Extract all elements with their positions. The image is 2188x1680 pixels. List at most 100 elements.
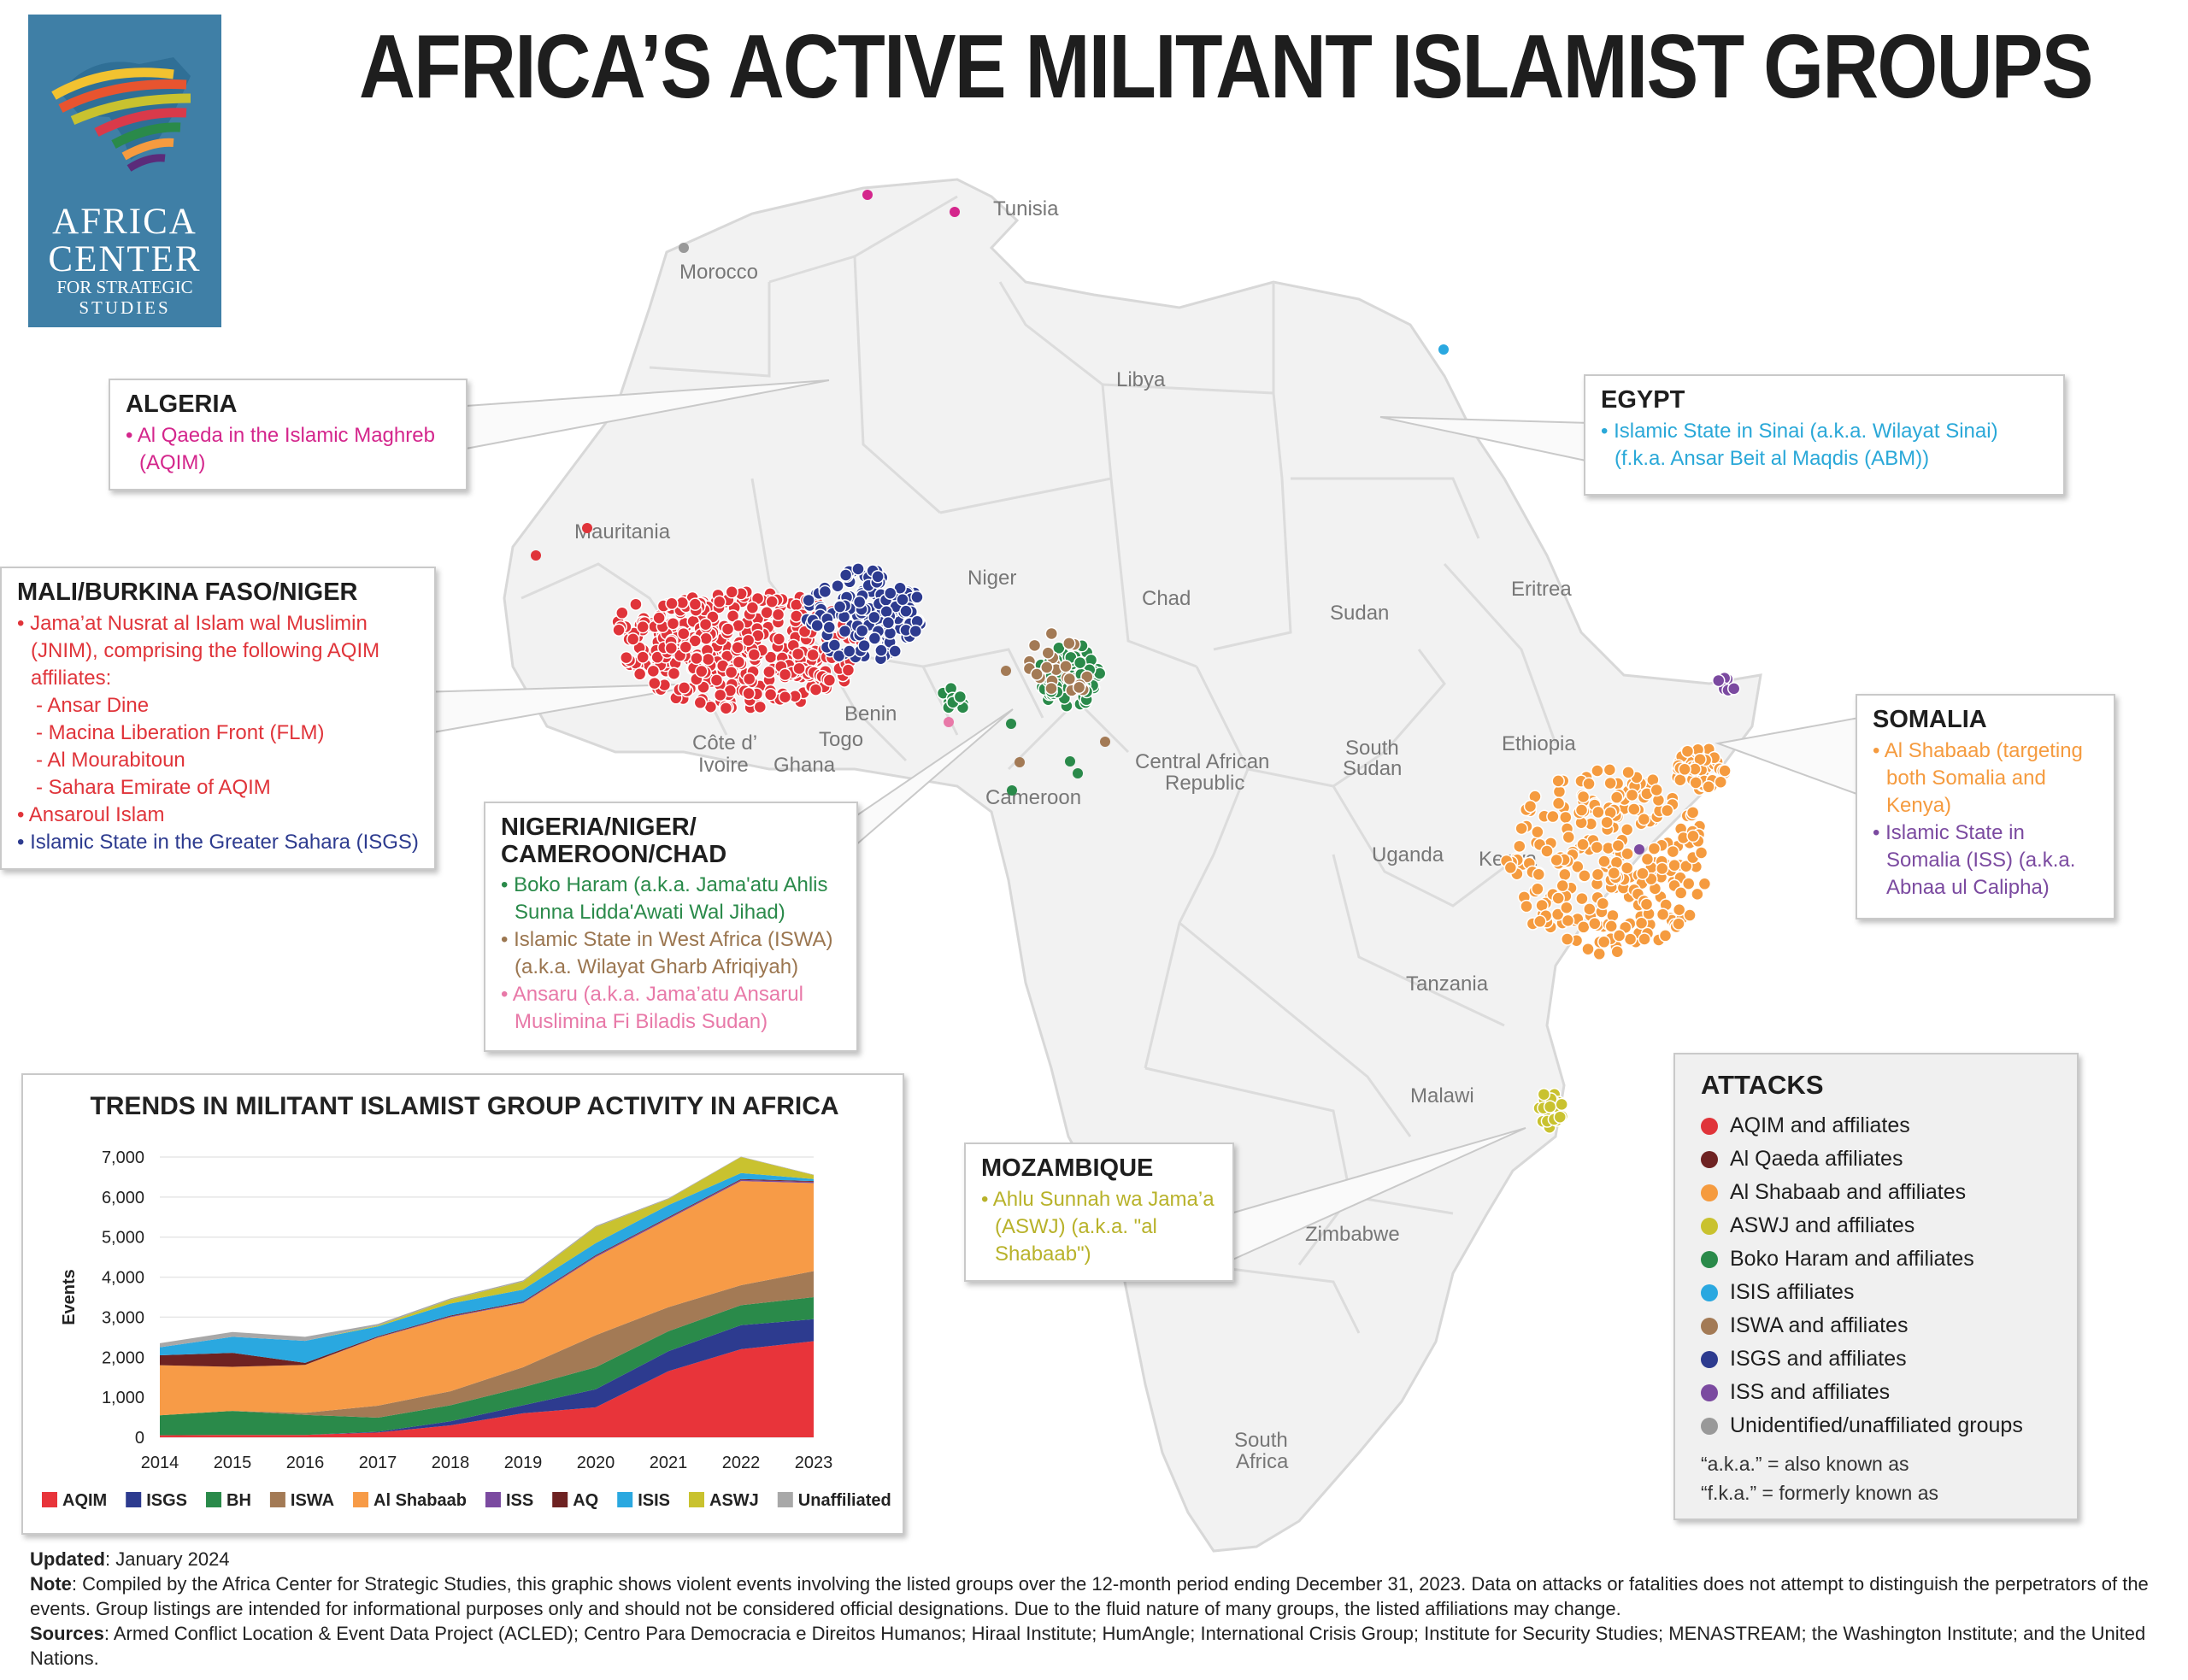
callout-mozambique: MOZAMBIQUE • Ahlu Sunnah wa Jama’a (ASWJ… bbox=[964, 1143, 1234, 1282]
chart-legend-label: Unaffiliated bbox=[798, 1491, 891, 1510]
attack-dot bbox=[1660, 803, 1674, 818]
attack-dot bbox=[646, 664, 661, 678]
callout-nigeria-line2: Sunna Lidda'Awati Wal Jihad) bbox=[515, 901, 785, 924]
attack-dot bbox=[871, 570, 885, 584]
legend-label: Unidentified/unaffiliated groups bbox=[1730, 1413, 2023, 1437]
attack-dot bbox=[1597, 855, 1611, 868]
africa-center-logo: AFRICA CENTER FOR STRATEGIC STUDIES bbox=[28, 15, 221, 327]
attack-dot bbox=[1623, 932, 1638, 946]
callout-mali-line6: - Al Mourabitoun bbox=[36, 749, 185, 772]
y-axis-label: Events bbox=[60, 1269, 79, 1325]
callout-mali-line9: • Islamic State in the Greater Sahara (I… bbox=[17, 831, 419, 854]
attack-dot bbox=[778, 667, 792, 682]
legend-dot-icon bbox=[1701, 1184, 1718, 1201]
callout-algeria: ALGERIA • Al Qaeda in the Islamic Maghre… bbox=[109, 379, 468, 490]
attack-dot bbox=[620, 650, 633, 665]
label-eritrea: Eritrea bbox=[1511, 578, 1572, 601]
x-tick-label: 2015 bbox=[214, 1454, 252, 1472]
legend-title: ATTACKS bbox=[1701, 1070, 1824, 1100]
legend-dot-icon bbox=[1701, 1383, 1718, 1401]
area-bh bbox=[160, 1297, 814, 1436]
y-tick-label: 3,000 bbox=[102, 1308, 144, 1327]
attack-dot bbox=[688, 634, 702, 648]
attack-dot bbox=[1560, 901, 1573, 914]
attack-dot bbox=[868, 610, 881, 625]
legend-item: AQIM and affiliates bbox=[1701, 1109, 2051, 1143]
attack-dot bbox=[1697, 877, 1712, 891]
attack-dot bbox=[1578, 869, 1591, 883]
attack-dot bbox=[831, 579, 844, 593]
chart-legend-label: ISWA bbox=[291, 1491, 334, 1510]
label-cote-2: Ivoire bbox=[698, 754, 749, 777]
callout-algeria-line2: (AQIM) bbox=[139, 451, 206, 474]
attack-dot bbox=[1072, 680, 1086, 695]
attack-dot bbox=[679, 243, 689, 253]
attack-dot bbox=[771, 608, 785, 622]
attack-dot bbox=[1560, 932, 1574, 946]
attack-dot bbox=[667, 667, 681, 680]
attack-dot bbox=[1438, 344, 1449, 355]
attack-dot bbox=[1627, 802, 1641, 816]
x-tick-label: 2021 bbox=[650, 1454, 688, 1472]
attack-dot bbox=[1100, 737, 1110, 747]
trends-chart: 0 1,000 2,000 3,000 4,000 5,000 6,000 7,000 Even… bbox=[42, 1148, 891, 1510]
legend-label: ISGS and affiliates bbox=[1730, 1347, 1907, 1371]
label-malawi: Malawi bbox=[1410, 1084, 1474, 1107]
attack-dot bbox=[1561, 913, 1575, 928]
footer-updated: Updated: January 2024 bbox=[30, 1547, 2167, 1571]
callout-mali-line8: • Ansaroul Islam bbox=[17, 803, 165, 826]
legend-item: Al Shabaab and affiliates bbox=[1701, 1176, 2051, 1209]
attack-dot bbox=[1562, 831, 1576, 844]
label-ghana: Ghana bbox=[773, 754, 836, 777]
y-tick-label: 7,000 bbox=[102, 1148, 144, 1167]
attack-dot bbox=[1689, 776, 1703, 790]
legend-item: Boko Haram and affiliates bbox=[1701, 1242, 2051, 1276]
attack-dot bbox=[1044, 681, 1058, 696]
label-tanzania: Tanzania bbox=[1406, 972, 1489, 996]
attack-dot bbox=[741, 633, 756, 648]
x-tick-label: 2020 bbox=[577, 1454, 615, 1472]
area-iswa bbox=[160, 1271, 814, 1419]
attack-dot bbox=[1702, 780, 1715, 794]
attack-dot bbox=[760, 606, 773, 620]
page-title: AFRICA’S ACTIVE MILITANT ISLAMIST GROUPS bbox=[359, 16, 2094, 117]
attack-dot bbox=[810, 619, 824, 632]
label-cote-1: Côte d’ bbox=[692, 731, 757, 755]
chart-legend-swatch bbox=[777, 1492, 793, 1507]
attack-dot bbox=[944, 717, 954, 727]
attack-dot bbox=[695, 664, 709, 678]
attack-dot bbox=[742, 686, 756, 701]
callout-nigeria: NIGERIA/NIGER/ CAMEROON/CHAD • Boko Hara… bbox=[484, 802, 858, 1052]
legend-item: ASWJ and affiliates bbox=[1701, 1209, 2051, 1242]
attack-dot bbox=[1666, 844, 1680, 859]
attack-dot bbox=[1588, 917, 1602, 931]
callout-egypt-title: EGYPT bbox=[1601, 386, 1685, 414]
attack-dot bbox=[1040, 661, 1054, 674]
footer-updated-value: : January 2024 bbox=[105, 1548, 230, 1570]
attack-dot bbox=[732, 655, 746, 669]
attack-dot bbox=[806, 648, 820, 662]
chart-legend-swatch bbox=[353, 1492, 369, 1507]
attack-dot bbox=[899, 604, 913, 618]
attack-dot bbox=[910, 590, 924, 604]
attack-dot bbox=[1546, 809, 1560, 824]
callout-nigeria-line4: (a.k.a. Wilayat Gharb Afriqiyah) bbox=[515, 955, 799, 978]
attack-dot bbox=[1571, 860, 1585, 874]
attack-dot bbox=[1551, 796, 1566, 810]
attack-dot bbox=[883, 586, 897, 600]
attack-dot bbox=[679, 640, 692, 655]
attack-dot bbox=[1621, 766, 1635, 779]
logo-line2: CENTER bbox=[48, 239, 202, 279]
legend-label: ASWJ and affiliates bbox=[1730, 1213, 1915, 1237]
legend-item: ISS and affiliates bbox=[1701, 1376, 2051, 1409]
footer-note: Note: Compiled by the Africa Center for … bbox=[30, 1571, 2167, 1621]
legend-item: ISIS affiliates bbox=[1701, 1276, 2051, 1309]
chart-legend-label: AQ bbox=[573, 1491, 598, 1510]
logo-line1: AFRICA bbox=[52, 202, 197, 242]
callout-somalia-line3: Kenya) bbox=[1886, 794, 1952, 817]
attack-dot bbox=[626, 632, 640, 646]
attack-dot bbox=[1062, 672, 1077, 686]
legend-dot-icon bbox=[1701, 1250, 1718, 1268]
y-tick-label: 4,000 bbox=[102, 1269, 144, 1288]
attack-dot bbox=[1556, 878, 1569, 893]
